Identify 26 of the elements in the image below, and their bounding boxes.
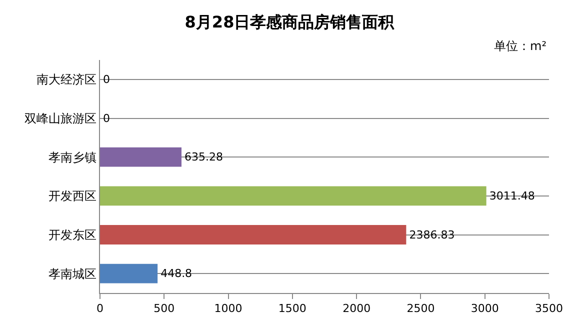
x-tick-label: 1000: [214, 302, 242, 316]
y-tick-label: 南大经济区: [36, 72, 97, 87]
x-tick-label: 500: [154, 302, 175, 316]
chart-title: 8月28日孝感商品房销售面积: [184, 12, 396, 32]
data-label: 448.8: [160, 267, 192, 280]
bar: [100, 147, 182, 167]
data-label: 0: [103, 72, 110, 86]
text: 单位：m²: [494, 39, 547, 53]
x-tick-label: 2500: [406, 302, 435, 316]
y-tick-label: 开发东区: [48, 228, 97, 242]
x-tick-label: 3000: [470, 302, 499, 316]
data-label: 2386.83: [409, 228, 455, 242]
data-label: 3011.48: [489, 189, 535, 202]
bar: [100, 186, 486, 206]
y-tick-label: 双峰山旅游区: [24, 111, 97, 126]
y-tick-label: 开发西区: [48, 189, 97, 204]
x-tick-label: 3500: [535, 302, 563, 316]
bar: [100, 264, 158, 284]
data-label: 0: [103, 112, 110, 125]
x-tick-label: 0: [96, 302, 104, 316]
x-tick-label: 1500: [278, 302, 306, 316]
data-label: 635.28: [184, 150, 223, 164]
x-tick-label: 2000: [342, 302, 371, 316]
bar: [100, 225, 406, 244]
y-tick-label: 孝南乡镇: [48, 150, 97, 164]
y-tick-label: 孝南城区: [48, 266, 97, 281]
